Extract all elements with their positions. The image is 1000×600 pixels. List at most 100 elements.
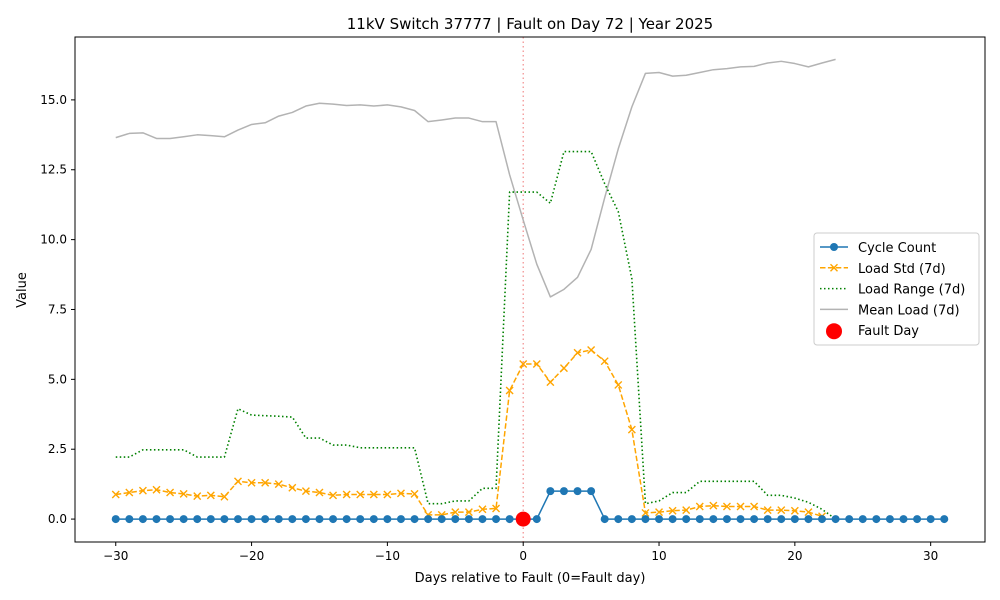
data-point xyxy=(193,492,202,501)
data-point xyxy=(641,515,650,524)
data-point xyxy=(763,506,772,515)
series-load-std-7d xyxy=(111,346,827,521)
data-point xyxy=(166,488,175,497)
legend-frame xyxy=(813,232,980,346)
data-point xyxy=(587,487,596,496)
data-point xyxy=(247,515,256,524)
legend-item: Mean Load (7d) xyxy=(820,303,960,318)
data-point xyxy=(600,357,609,366)
data-point xyxy=(885,515,894,524)
data-point xyxy=(627,515,636,524)
data-point xyxy=(166,515,175,524)
x-tick-label: 30 xyxy=(923,549,938,563)
data-point xyxy=(274,515,283,524)
data-point xyxy=(356,515,365,524)
data-point xyxy=(261,478,270,487)
data-point xyxy=(288,515,297,524)
data-point xyxy=(478,515,487,524)
data-point xyxy=(546,487,555,496)
legend-label: Fault Day xyxy=(858,324,919,339)
data-point xyxy=(410,489,419,498)
data-point xyxy=(845,515,854,524)
data-point xyxy=(451,508,460,517)
data-point xyxy=(383,515,392,524)
data-point xyxy=(410,515,419,524)
data-point xyxy=(492,515,501,524)
data-point xyxy=(451,515,460,524)
x-tick-label: 20 xyxy=(787,549,802,563)
data-point xyxy=(152,515,161,524)
data-point xyxy=(641,508,650,517)
data-point xyxy=(546,378,555,387)
data-point xyxy=(655,515,664,524)
series-mean-load-7d xyxy=(115,58,836,298)
data-point xyxy=(111,515,120,524)
data-point xyxy=(193,515,202,524)
data-point xyxy=(247,478,256,487)
x-axis-label: Days relative to Fault (0=Fault day) xyxy=(415,571,646,586)
x-tick-label: −20 xyxy=(239,549,264,563)
data-point xyxy=(111,490,120,499)
y-tick-label: 0.0 xyxy=(48,512,67,526)
x-tick-label: 10 xyxy=(651,549,666,563)
data-point xyxy=(369,515,378,524)
legend-item: Load Std (7d) xyxy=(820,262,946,277)
legend-item: Cycle Count xyxy=(820,241,936,256)
data-point xyxy=(519,359,528,368)
data-point xyxy=(668,506,677,515)
data-point xyxy=(682,506,691,515)
data-point xyxy=(899,515,908,524)
data-point xyxy=(695,515,704,524)
axis-ticks: −30 −20 −10 0 10 20 30 0.0 2.5 5.0 7.5 10.0 12.5 15.0 xyxy=(40,93,938,563)
data-point xyxy=(831,515,840,524)
series-line xyxy=(115,58,836,298)
data-point xyxy=(342,490,351,499)
chart-legend: Cycle Count Load Std (7d) Load Range (7d) M… xyxy=(813,232,980,346)
data-point xyxy=(464,515,473,524)
data-point xyxy=(138,515,147,524)
data-point xyxy=(206,515,215,524)
data-point xyxy=(152,485,161,494)
legend-label: Load Std (7d) xyxy=(858,262,946,277)
data-point xyxy=(614,380,623,389)
data-point xyxy=(940,515,949,524)
data-point xyxy=(587,346,596,354)
data-point xyxy=(722,502,731,511)
axes-frame xyxy=(74,36,986,543)
data-point xyxy=(777,515,786,524)
series-cycle-count xyxy=(111,487,949,524)
data-point xyxy=(573,348,582,357)
data-point xyxy=(818,515,827,524)
data-point xyxy=(288,483,297,492)
data-point xyxy=(233,515,242,524)
data-point xyxy=(356,490,365,499)
data-point xyxy=(505,386,514,395)
legend-item: Fault Day xyxy=(826,323,919,340)
data-point xyxy=(274,480,283,489)
data-point xyxy=(736,515,745,524)
data-point xyxy=(383,490,392,499)
data-point xyxy=(301,487,310,496)
data-point xyxy=(614,515,623,524)
data-point xyxy=(559,487,568,496)
legend-label: Load Range (7d) xyxy=(858,283,965,298)
x-tick-label: −10 xyxy=(375,549,400,563)
y-tick-label: 2.5 xyxy=(48,442,67,456)
data-point xyxy=(777,506,786,515)
legend-label: Mean Load (7d) xyxy=(858,303,960,318)
data-point xyxy=(261,515,270,524)
y-tick-label: 15.0 xyxy=(40,93,67,107)
legend-item: Load Range (7d) xyxy=(820,283,965,298)
data-point xyxy=(125,515,134,524)
data-point xyxy=(464,508,473,517)
data-point xyxy=(396,515,405,524)
data-point xyxy=(369,490,378,499)
data-point xyxy=(627,425,636,434)
y-tick-label: 5.0 xyxy=(48,372,67,386)
data-point xyxy=(872,515,881,524)
data-point xyxy=(532,515,541,524)
data-point xyxy=(138,486,147,495)
x-tick-label: 0 xyxy=(519,549,527,563)
data-point xyxy=(750,502,759,511)
